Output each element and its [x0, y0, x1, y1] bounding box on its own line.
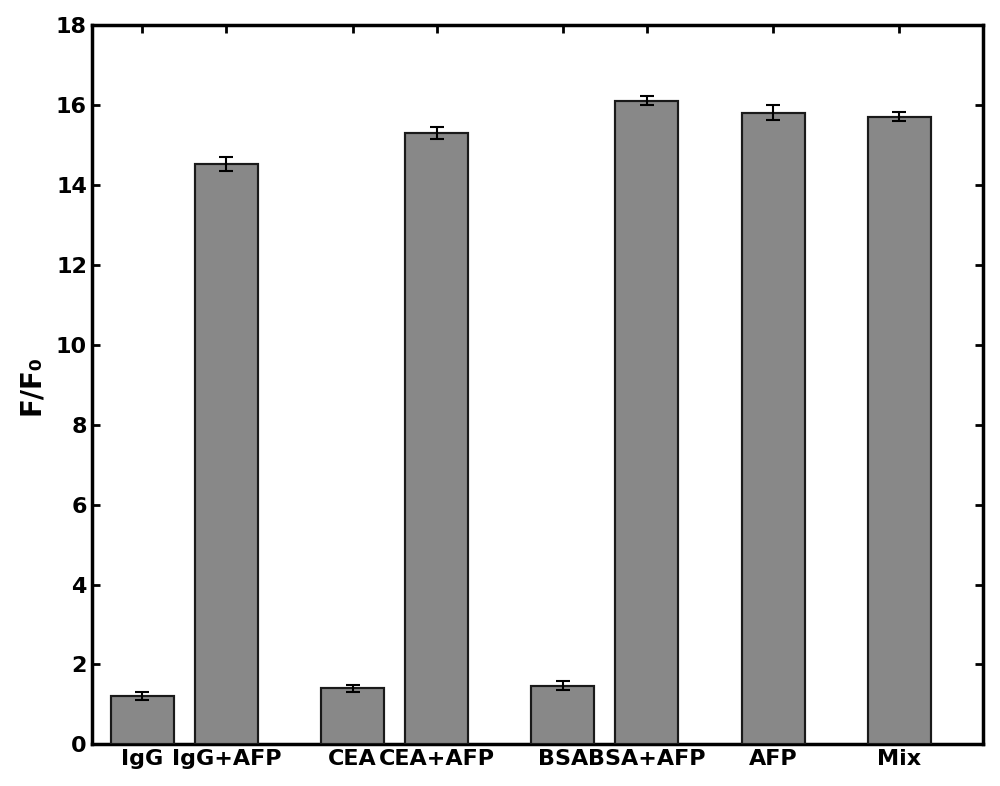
Bar — [321, 689, 384, 744]
Bar — [615, 101, 656, 744]
Y-axis label: F/F₀: F/F₀ — [17, 354, 45, 414]
Bar — [531, 685, 572, 744]
Bar — [195, 163, 258, 744]
Bar — [111, 696, 174, 744]
Bar — [405, 133, 446, 744]
Bar — [405, 133, 468, 744]
Bar — [868, 116, 931, 744]
Bar — [321, 689, 384, 744]
Bar — [111, 696, 174, 744]
Bar — [531, 685, 594, 744]
Bar — [615, 101, 678, 744]
Bar — [321, 689, 362, 744]
Bar — [868, 116, 931, 744]
Bar — [195, 163, 258, 744]
Bar — [742, 112, 805, 744]
Bar — [742, 112, 783, 744]
Bar — [405, 133, 468, 744]
Bar — [111, 696, 152, 744]
Bar — [531, 685, 594, 744]
Bar — [868, 116, 909, 744]
Bar — [742, 112, 805, 744]
Bar — [615, 101, 678, 744]
Bar — [195, 163, 236, 744]
